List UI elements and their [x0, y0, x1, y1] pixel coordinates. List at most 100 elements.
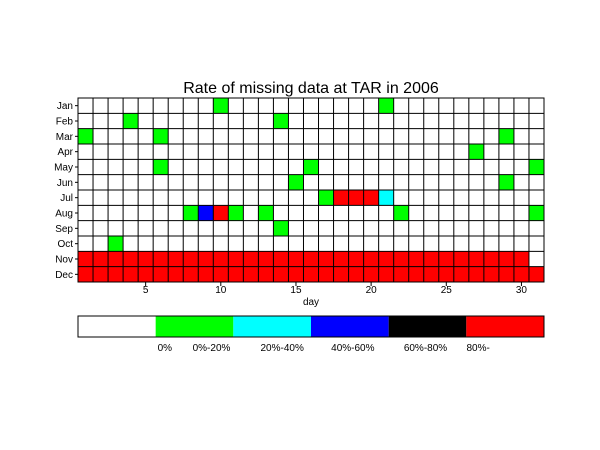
y-tick-label-dec: Dec — [55, 270, 73, 281]
x-axis-ticks: 5 10 15 20 25 30 — [143, 282, 528, 296]
y-tick-label-oct: Oct — [57, 239, 73, 250]
heatmap-cell-nov-9 — [198, 251, 214, 267]
heatmap-cell-dec-31 — [528, 266, 544, 282]
x-tick-label-30: 30 — [516, 285, 528, 296]
heatmap-cell-feb-4 — [123, 113, 139, 129]
y-tick-label-mar: Mar — [56, 132, 74, 143]
heatmap-cell-nov-27 — [468, 251, 484, 267]
heatmap-cell-nov-4 — [123, 251, 139, 267]
heatmap-cell-dec-20 — [363, 266, 379, 282]
heatmap-cell-dec-23 — [408, 266, 424, 282]
chart-title: Rate of missing data at TAR in 2006 — [183, 80, 439, 97]
heatmap-cell-nov-11 — [228, 251, 244, 267]
heatmap-cell-dec-29 — [498, 266, 514, 282]
legend-label-0: 0% — [158, 343, 173, 354]
color-legend: 0% 0%-20% 20%-40% 40%-60% 60%-80% 80%- — [77, 315, 545, 354]
heatmap-cell-dec-7 — [168, 266, 184, 282]
heatmap-cell-dec-21 — [378, 266, 394, 282]
heatmap-cell-dec-6 — [153, 266, 169, 282]
heatmap-cell-dec-4 — [123, 266, 139, 282]
heatmap-cell-dec-3 — [108, 266, 124, 282]
heatmap-cell-nov-13 — [258, 251, 274, 267]
heatmap-cell-dec-13 — [258, 266, 274, 282]
heatmap-cell-dec-14 — [273, 266, 289, 282]
heatmap-cell-mar-1 — [78, 128, 94, 144]
heatmap-cell-nov-10 — [213, 251, 229, 267]
heatmap-cell-nov-7 — [168, 251, 184, 267]
heatmap-cell-may-31 — [528, 159, 544, 175]
heatmap-cell-nov-2 — [93, 251, 109, 267]
heatmap-cell-dec-15 — [288, 266, 304, 282]
heatmap-cell-nov-25 — [438, 251, 454, 267]
grid-lines — [78, 98, 544, 282]
heatmap-cell-dec-27 — [468, 266, 484, 282]
heatmap-cell-sep-14 — [273, 220, 289, 236]
heatmap-cell-nov-5 — [138, 251, 154, 267]
heatmap-cell-nov-28 — [483, 251, 499, 267]
heatmap-cell-dec-16 — [303, 266, 319, 282]
y-axis-ticks: Jan Feb Mar Apr May Jun Jul Aug Sep Oct Nov Dec — [54, 101, 78, 281]
heatmap-cell-jul-19 — [348, 190, 364, 206]
x-tick-label-5: 5 — [143, 285, 149, 296]
legend-label-4: 60%-80% — [404, 343, 447, 354]
heatmap-cell-nov-23 — [408, 251, 424, 267]
plot-frame — [77, 97, 545, 283]
heatmap-cell-nov-29 — [498, 251, 514, 267]
y-tick-label-aug: Aug — [55, 209, 73, 220]
heatmap-cell-nov-20 — [363, 251, 379, 267]
legend-label-3: 40%-60% — [331, 343, 374, 354]
heatmap-cell-apr-27 — [468, 144, 484, 160]
heatmap-cell-dec-28 — [483, 266, 499, 282]
heatmap-cell-nov-15 — [288, 251, 304, 267]
heatmap-cell-jan-10 — [213, 98, 229, 114]
heatmap-cell-nov-8 — [183, 251, 199, 267]
heatmap-cell-may-6 — [153, 159, 169, 175]
legend-swatch-0 — [78, 316, 156, 337]
heatmap-cell-nov-24 — [423, 251, 439, 267]
heatmap-cell-nov-14 — [273, 251, 289, 267]
legend-swatch-2 — [233, 316, 311, 337]
heatmap-cell-oct-3 — [108, 236, 124, 252]
heatmap-cell-nov-16 — [303, 251, 319, 267]
x-tick-label-15: 15 — [290, 285, 302, 296]
heatmap-cell-nov-19 — [348, 251, 364, 267]
x-axis-label: day — [303, 297, 319, 308]
heatmap-cell-dec-26 — [453, 266, 469, 282]
heatmap-cell-dec-18 — [333, 266, 349, 282]
heatmap-cell-aug-13 — [258, 205, 274, 221]
y-tick-label-jan: Jan — [57, 101, 73, 112]
heatmap-cell-jul-17 — [318, 190, 334, 206]
heatmap-cell-aug-11 — [228, 205, 244, 221]
heatmap-cell-nov-21 — [378, 251, 394, 267]
y-tick-label-may: May — [54, 163, 73, 174]
legend-label-1: 0%-20% — [193, 343, 231, 354]
heatmap-cell-dec-10 — [213, 266, 229, 282]
legend-frame — [77, 315, 545, 338]
y-tick-label-jun: Jun — [57, 178, 73, 189]
heatmap-cell-dec-22 — [393, 266, 409, 282]
heatmap-cell-dec-17 — [318, 266, 334, 282]
x-tick-label-10: 10 — [215, 285, 227, 296]
heatmap-cell-jun-29 — [498, 174, 514, 190]
heatmap-cell-mar-29 — [498, 128, 514, 144]
y-tick-label-sep: Sep — [55, 224, 73, 235]
heatmap-cell-feb-14 — [273, 113, 289, 129]
heatmap-cell-dec-30 — [513, 266, 529, 282]
y-tick-label-feb: Feb — [56, 117, 74, 128]
heatmap-cell-dec-8 — [183, 266, 199, 282]
heatmap-cell-aug-31 — [528, 205, 544, 221]
heatmap-cell-jul-21 — [378, 190, 394, 206]
heatmap-cell-aug-8 — [183, 205, 199, 221]
heatmap-cells — [78, 98, 544, 282]
heatmap-cell-nov-22 — [393, 251, 409, 267]
heatmap-cell-jul-20 — [363, 190, 379, 206]
legend-swatch-4 — [388, 316, 467, 337]
heatmap-cell-dec-24 — [423, 266, 439, 282]
heatmap-cell-jan-21 — [378, 98, 394, 114]
heatmap-cell-dec-9 — [198, 266, 214, 282]
x-tick-label-25: 25 — [441, 285, 453, 296]
y-tick-label-jul: Jul — [60, 193, 73, 204]
legend-label-5: 80%- — [466, 343, 489, 354]
heatmap-cell-nov-17 — [318, 251, 334, 267]
